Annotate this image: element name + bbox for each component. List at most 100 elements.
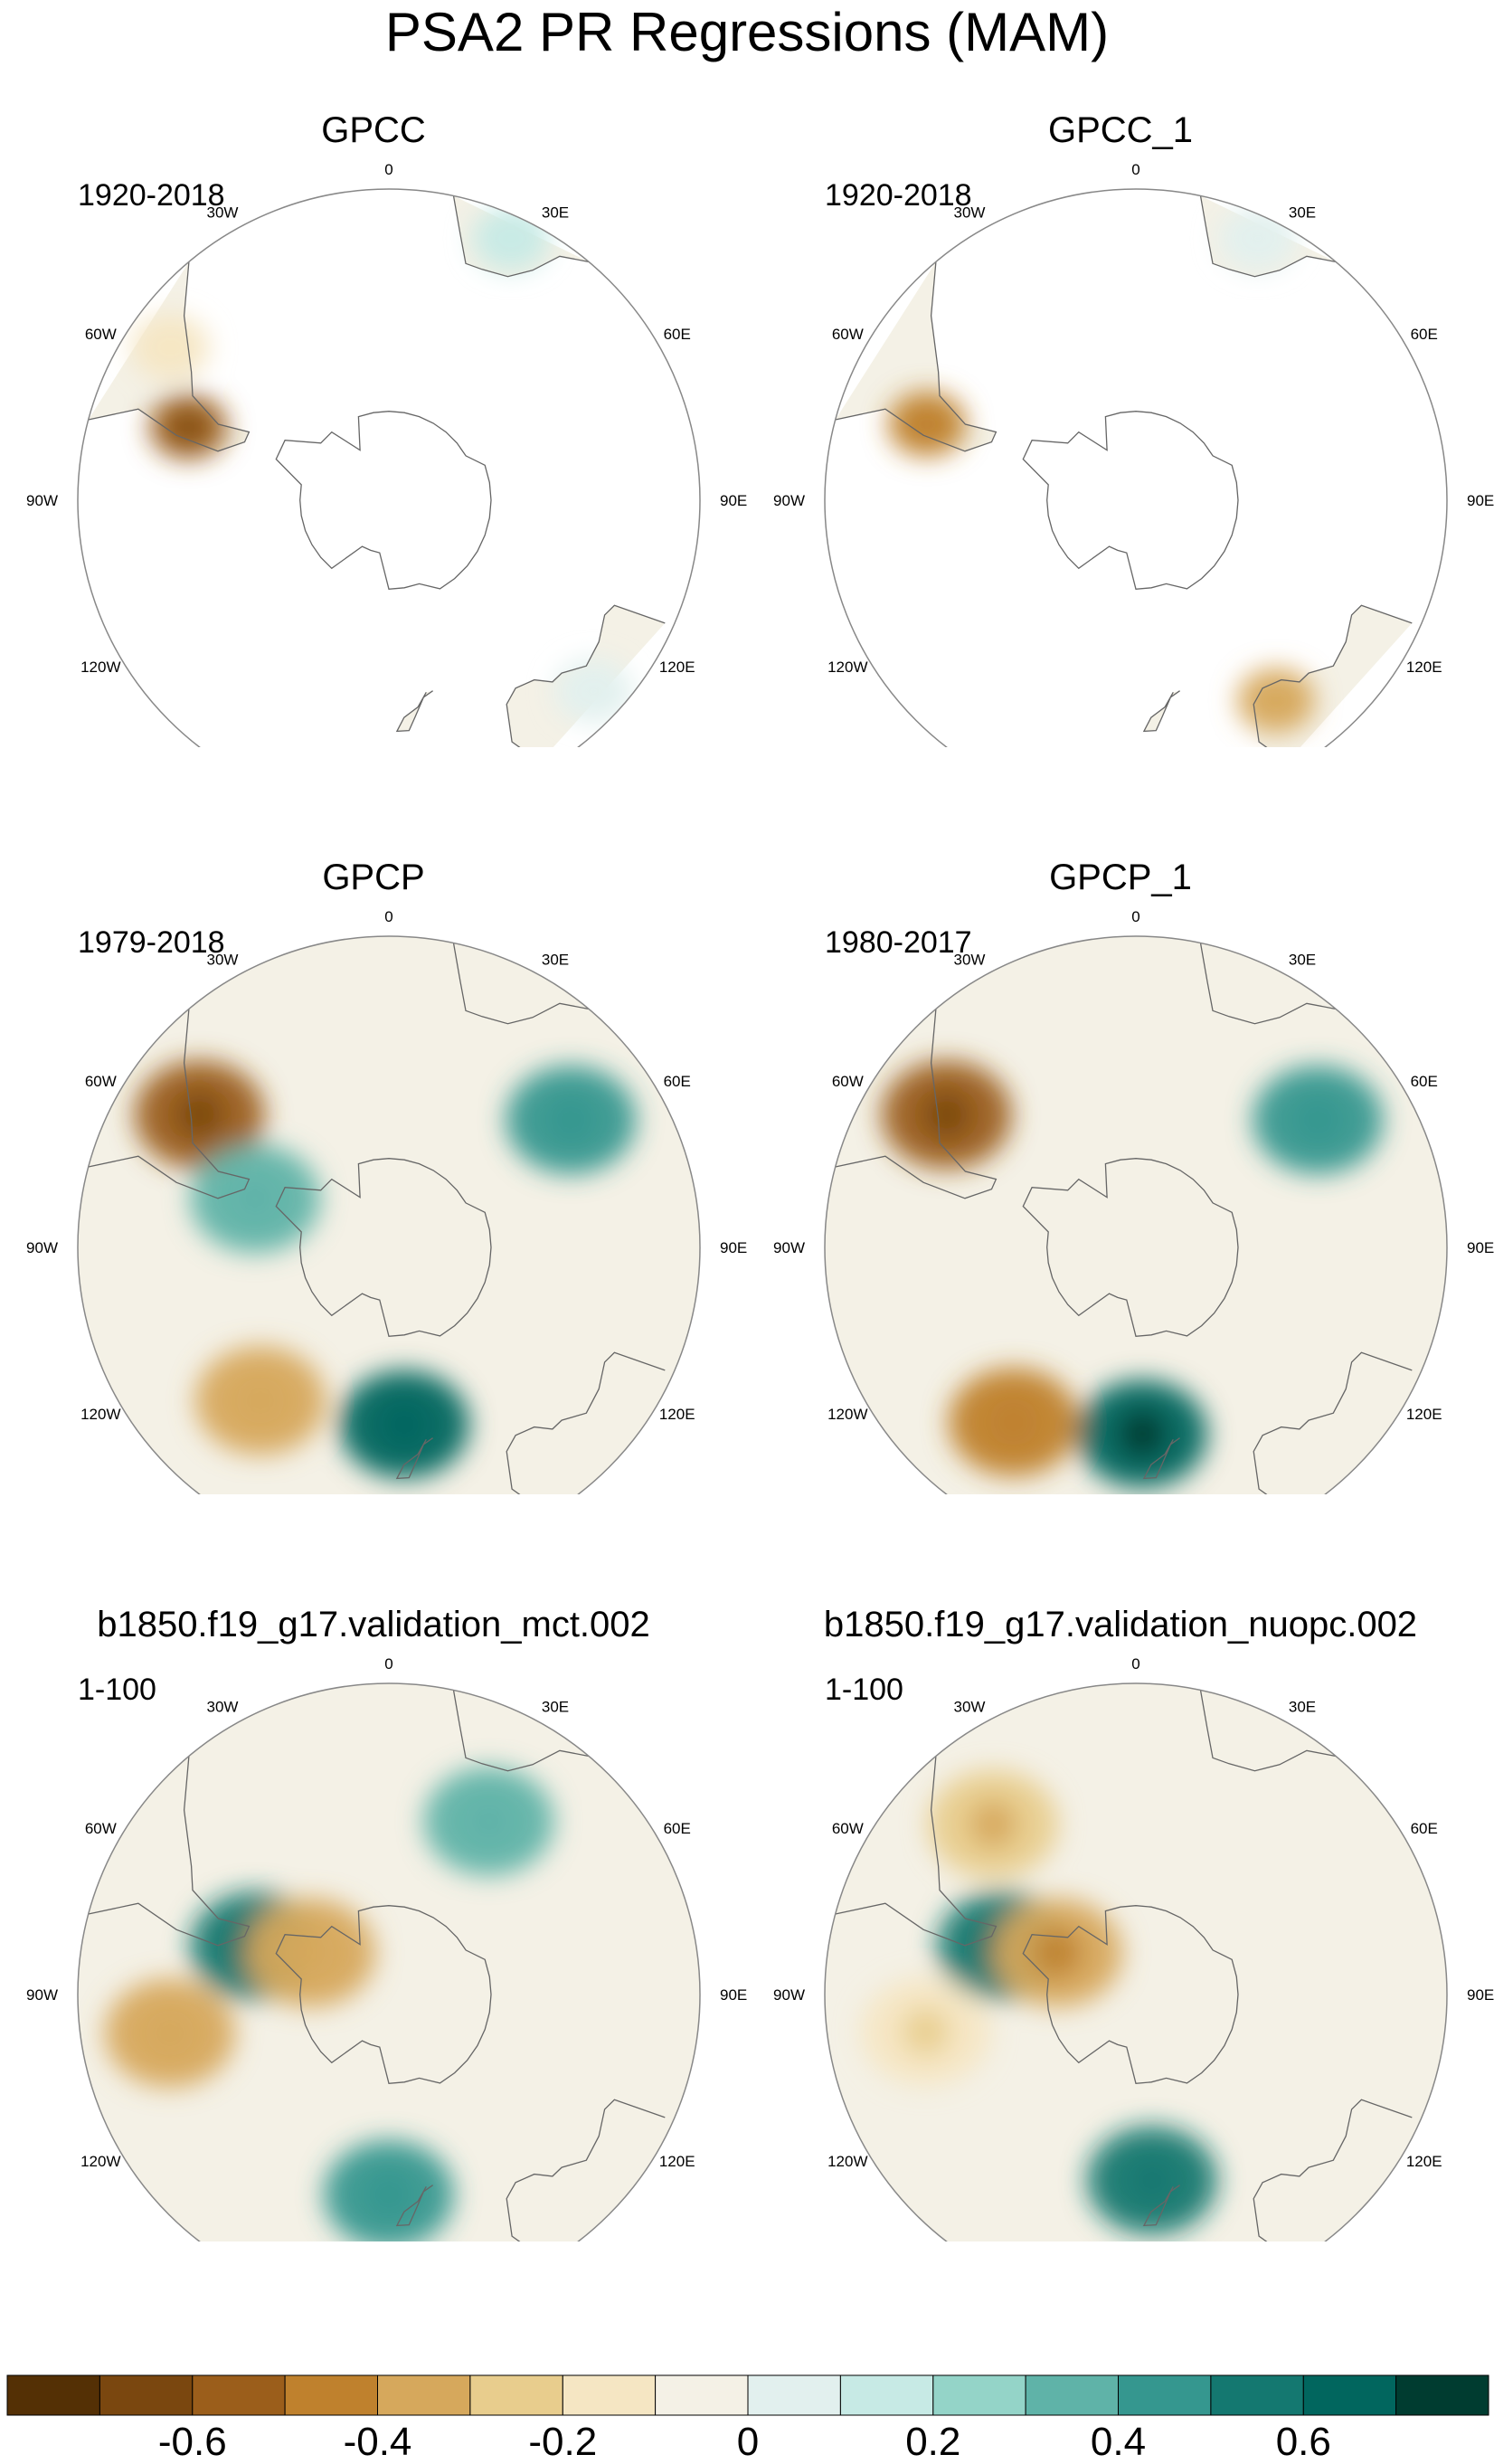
lon-label: 90E xyxy=(720,492,747,509)
map-boundary xyxy=(824,935,1448,1494)
map-boundary xyxy=(824,188,1448,747)
colorbar-swatch xyxy=(1210,2374,1304,2416)
lon-label: 120W xyxy=(827,659,867,676)
colorbar-swatch xyxy=(839,2374,934,2416)
anomaly-field xyxy=(105,1767,554,2241)
lon-label: 30E xyxy=(542,951,569,968)
colorbar-swatch xyxy=(99,2374,194,2416)
colorbar-swatch xyxy=(1302,2374,1397,2416)
colorbar-tick-label: 0 xyxy=(737,2420,759,2464)
lon-label: 60W xyxy=(832,1073,864,1090)
lon-label: 90E xyxy=(720,1239,747,1256)
antarctica-outline xyxy=(1022,1905,1239,2084)
anomaly-field xyxy=(881,1060,1384,1489)
lon-label: 120W xyxy=(80,1406,120,1423)
lon-label: 30W xyxy=(207,1698,239,1715)
colorbar-tick-label: -0.4 xyxy=(344,2420,412,2464)
map-panel-4: 030E60E90E120E150E180150W120W90W60W30WGP… xyxy=(747,747,1494,1494)
lon-label: 0 xyxy=(1131,908,1139,925)
colorbar-swatch xyxy=(6,2374,100,2416)
lon-label: 30E xyxy=(1289,1698,1316,1715)
lon-label: 30E xyxy=(542,1698,569,1715)
lon-label: 90E xyxy=(1467,492,1494,509)
colorbar-swatch xyxy=(1118,2374,1212,2416)
lon-label: 60E xyxy=(664,326,691,343)
lon-label: 30E xyxy=(542,204,569,221)
lon-label: 90W xyxy=(26,1986,58,2004)
lon-label: 0 xyxy=(1131,1655,1139,1673)
map-panel-2: 030E60E90E120E150E180150W120W90W60W30WGP… xyxy=(747,0,1494,747)
polar-map: 030E60E90E120E150E180150W120W90W60W30W xyxy=(773,908,1494,1494)
panel-period: 1980-2017 xyxy=(825,925,972,960)
panel-period: 1920-2018 xyxy=(78,178,225,213)
lon-label: 0 xyxy=(384,908,392,925)
antarctica-outline xyxy=(1022,1158,1239,1337)
lon-label: 90W xyxy=(773,1986,805,2004)
colorbar-swatch xyxy=(1395,2374,1489,2416)
map-panel-3: 030E60E90E120E150E180150W120W90W60W30WGP… xyxy=(0,747,747,1494)
lon-label: 90E xyxy=(1467,1239,1494,1256)
colorbar-tick-label: 0.4 xyxy=(1091,2420,1146,2464)
lon-label: 90W xyxy=(773,492,805,509)
lon-label: 0 xyxy=(384,1655,392,1673)
map-boundary xyxy=(77,1682,701,2241)
panel-period: 1979-2018 xyxy=(78,925,225,960)
colorbar-swatch xyxy=(1025,2374,1119,2416)
lon-label: 30E xyxy=(1289,951,1316,968)
lon-label: 120W xyxy=(80,2153,120,2170)
lon-label: 0 xyxy=(384,161,392,178)
lon-label: 60E xyxy=(1411,326,1438,343)
lon-label: 30W xyxy=(207,204,239,221)
lon-label: 60E xyxy=(664,1820,691,1837)
colorbar-swatch xyxy=(192,2374,286,2416)
panel-title: GPCC xyxy=(321,110,426,150)
map-panel-1: 030E60E90E120E150E180150W120W90W60W30WGP… xyxy=(0,0,747,747)
antarctica-outline xyxy=(275,1158,492,1337)
lon-label: 60W xyxy=(85,326,117,343)
antarctica-outline xyxy=(275,1905,492,2084)
lon-label: 30W xyxy=(207,951,239,968)
polar-map: 030E60E90E120E150E180150W120W90W60W30W xyxy=(26,161,747,747)
lon-label: 60W xyxy=(85,1073,117,1090)
panel-title: GPCP_1 xyxy=(1049,858,1192,897)
lon-label: 30E xyxy=(1289,204,1316,221)
lon-label: 90W xyxy=(773,1239,805,1256)
colorbar-tick-label: 0.2 xyxy=(905,2420,960,2464)
map-panel-5: 030E60E90E120E150E180150W120W90W60W30Wb1… xyxy=(0,1494,747,2241)
antarctica-outline xyxy=(275,411,492,590)
panel-title: GPCP xyxy=(322,858,425,897)
lon-label: 120E xyxy=(1406,2153,1442,2170)
coastlines xyxy=(835,943,1413,1494)
lon-label: 120W xyxy=(80,659,120,676)
antarctica-outline xyxy=(1022,411,1239,590)
lon-label: 60W xyxy=(832,1820,864,1837)
lon-label: 120E xyxy=(1406,659,1442,676)
lon-label: 60E xyxy=(1411,1820,1438,1837)
map-panel-6: 030E60E90E120E150E180150W120W90W60W30Wb1… xyxy=(747,1494,1494,2241)
lon-label: 120E xyxy=(659,659,695,676)
coastlines xyxy=(88,195,666,747)
colorbar-swatch xyxy=(562,2374,657,2416)
lon-label: 120W xyxy=(827,1406,867,1423)
polar-map: 030E60E90E120E150E180150W120W90W60W30W xyxy=(26,908,747,1494)
lon-label: 30W xyxy=(954,951,986,968)
figure-title: PSA2 PR Regressions (MAM) xyxy=(384,2,1110,62)
lon-label: 90E xyxy=(1467,1986,1494,2004)
panel-title: b1850.f19_g17.validation_mct.002 xyxy=(97,1605,650,1644)
polar-map: 030E60E90E120E150E180150W120W90W60W30W xyxy=(773,161,1494,747)
lon-label: 60E xyxy=(1411,1073,1438,1090)
lon-label: 90W xyxy=(26,1239,58,1256)
anomaly-field xyxy=(134,1060,637,1479)
panel-period: 1-100 xyxy=(825,1673,903,1707)
lon-label: 120E xyxy=(659,1406,695,1423)
colorbar-tick-label: 0.6 xyxy=(1276,2420,1331,2464)
colorbar-swatch xyxy=(932,2374,1026,2416)
lon-label: 60W xyxy=(832,326,864,343)
panel-title: GPCC_1 xyxy=(1047,110,1194,150)
lon-label: 90W xyxy=(26,492,58,509)
colorbar-swatch xyxy=(655,2374,749,2416)
coastlines xyxy=(835,1690,1413,2241)
colorbar-tick-label: -0.2 xyxy=(528,2420,597,2464)
map-boundary xyxy=(77,188,701,747)
